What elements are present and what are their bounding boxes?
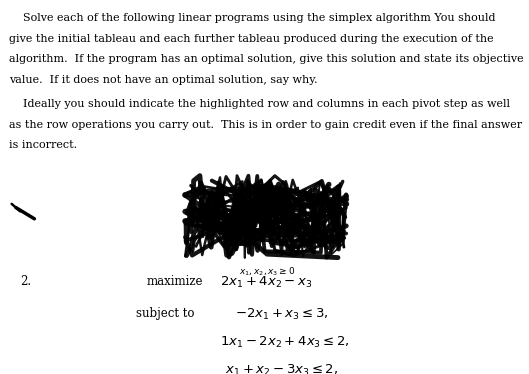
Text: algorithm.  If the program has an optimal solution, give this solution and state: algorithm. If the program has an optimal…	[9, 54, 524, 64]
Text: $-2x_1 + x_3 \leq 3,$: $-2x_1 + x_3 \leq 3,$	[235, 307, 329, 322]
Text: give the initial tableau and each further tableau produced during the execution : give the initial tableau and each furthe…	[9, 34, 494, 44]
Text: $x_1 + x_2 - 3x_3 \leq 2,$: $x_1 + x_2 - 3x_3 \leq 2,$	[225, 363, 338, 374]
Text: maximize: maximize	[147, 275, 204, 288]
Text: $1x_1 - 2x_2 + 4x_3 \leq 2,$: $1x_1 - 2x_2 + 4x_3 \leq 2,$	[220, 335, 349, 350]
Text: is incorrect.: is incorrect.	[9, 140, 77, 150]
Text: value.  If it does not have an optimal solution, say why.: value. If it does not have an optimal so…	[9, 75, 317, 85]
Text: 2.: 2.	[20, 275, 31, 288]
Text: Ideally you should indicate the highlighted row and columns in each pivot step a: Ideally you should indicate the highligh…	[9, 99, 510, 109]
Text: $x_1, x_2, x_3 \geq 0$: $x_1, x_2, x_3 \geq 0$	[239, 266, 295, 278]
Text: subject to: subject to	[136, 307, 195, 320]
Text: as the row operations you carry out.  This is in order to gain credit even if th: as the row operations you carry out. Thi…	[9, 120, 522, 130]
Text: Solve each of the following linear programs using the simplex algorithm You shou: Solve each of the following linear progr…	[9, 13, 496, 23]
Text: $2x_1 + 4x_2 - x_3$: $2x_1 + 4x_2 - x_3$	[220, 275, 312, 290]
